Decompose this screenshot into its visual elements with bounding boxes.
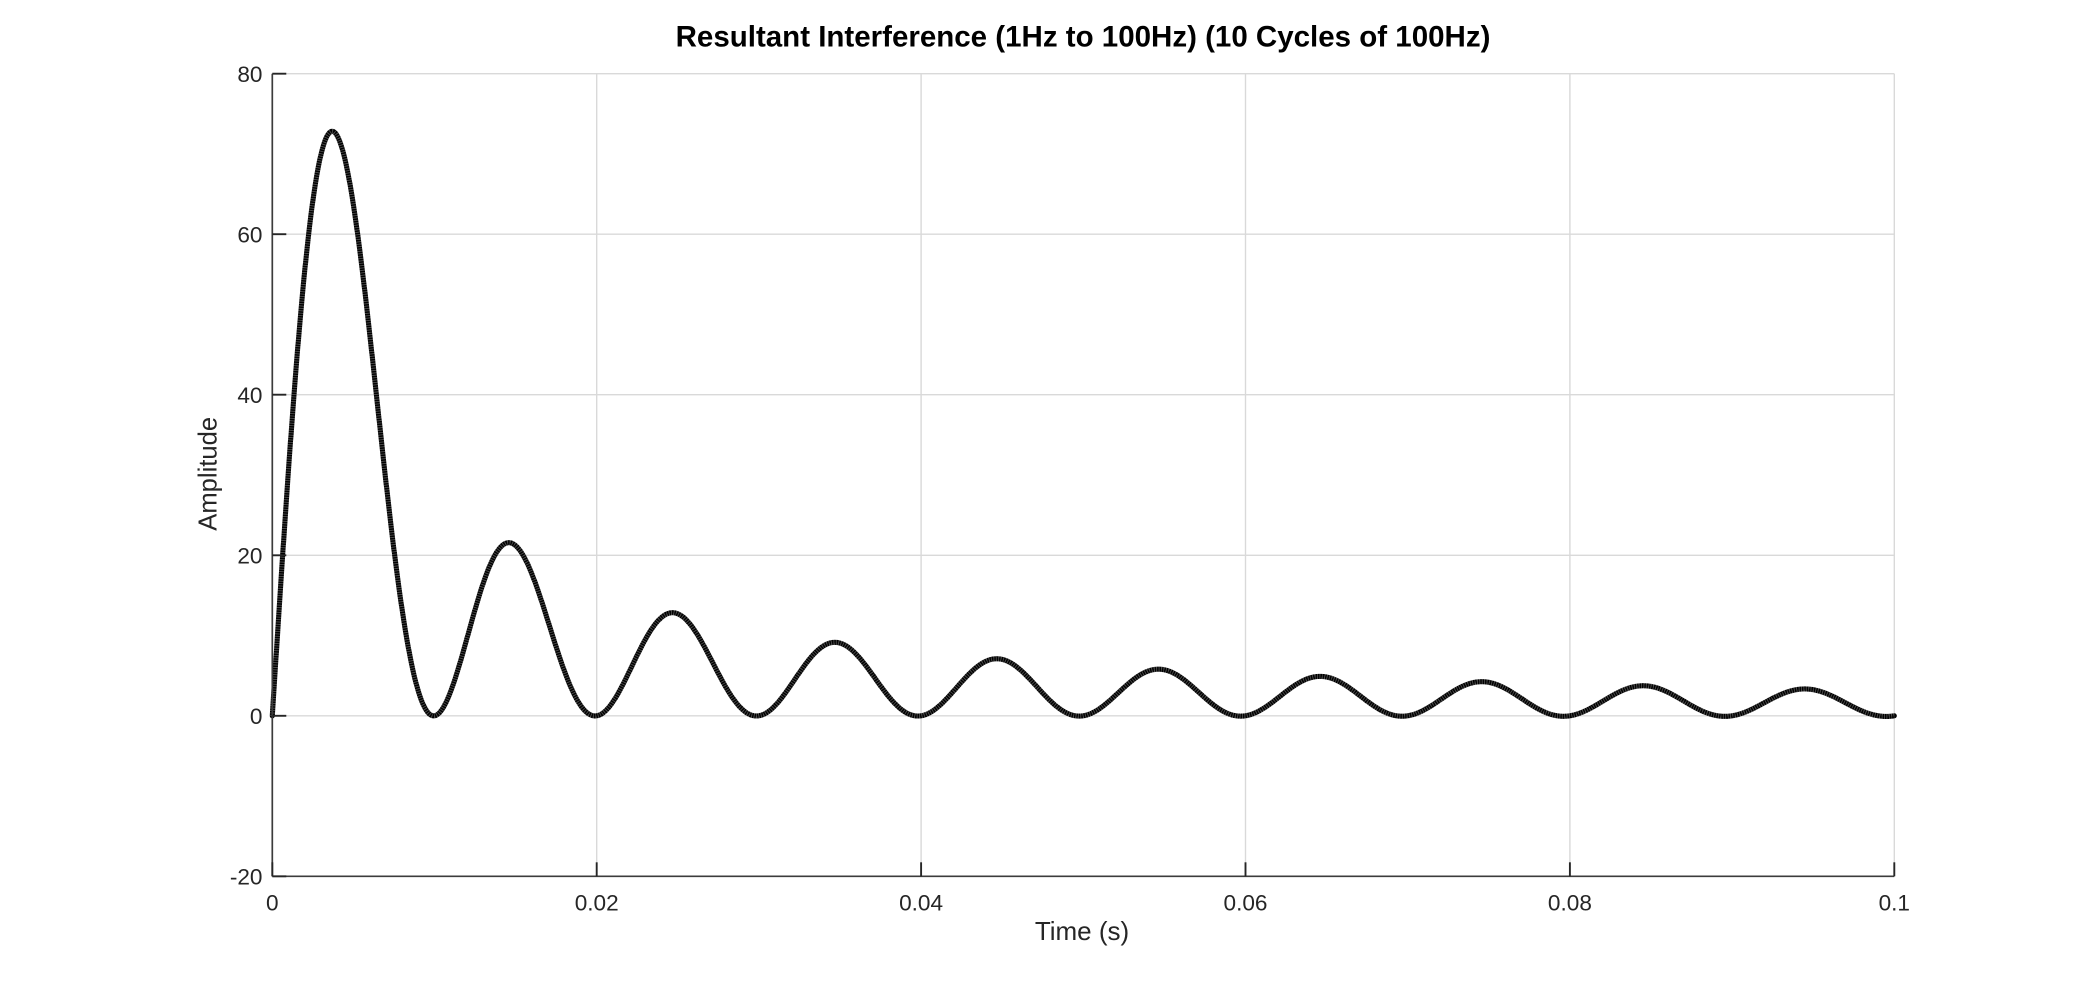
svg-text:0: 0: [250, 704, 263, 729]
svg-text:0.04: 0.04: [899, 891, 943, 916]
svg-text:0.02: 0.02: [575, 891, 619, 916]
svg-text:80: 80: [237, 62, 262, 87]
svg-text:Resultant Interference (1Hz to: Resultant Interference (1Hz to 100Hz) (1…: [676, 21, 1491, 54]
svg-text:20: 20: [237, 543, 262, 568]
svg-text:0.06: 0.06: [1224, 891, 1268, 916]
svg-text:0: 0: [266, 891, 279, 916]
svg-text:-20: -20: [230, 864, 263, 889]
svg-text:Amplitude: Amplitude: [194, 417, 222, 531]
svg-text:0.08: 0.08: [1548, 891, 1592, 916]
svg-text:0.1: 0.1: [1879, 891, 1910, 916]
svg-text:Time (s): Time (s): [1035, 916, 1129, 946]
svg-text:60: 60: [237, 222, 262, 247]
svg-text:40: 40: [237, 383, 262, 408]
